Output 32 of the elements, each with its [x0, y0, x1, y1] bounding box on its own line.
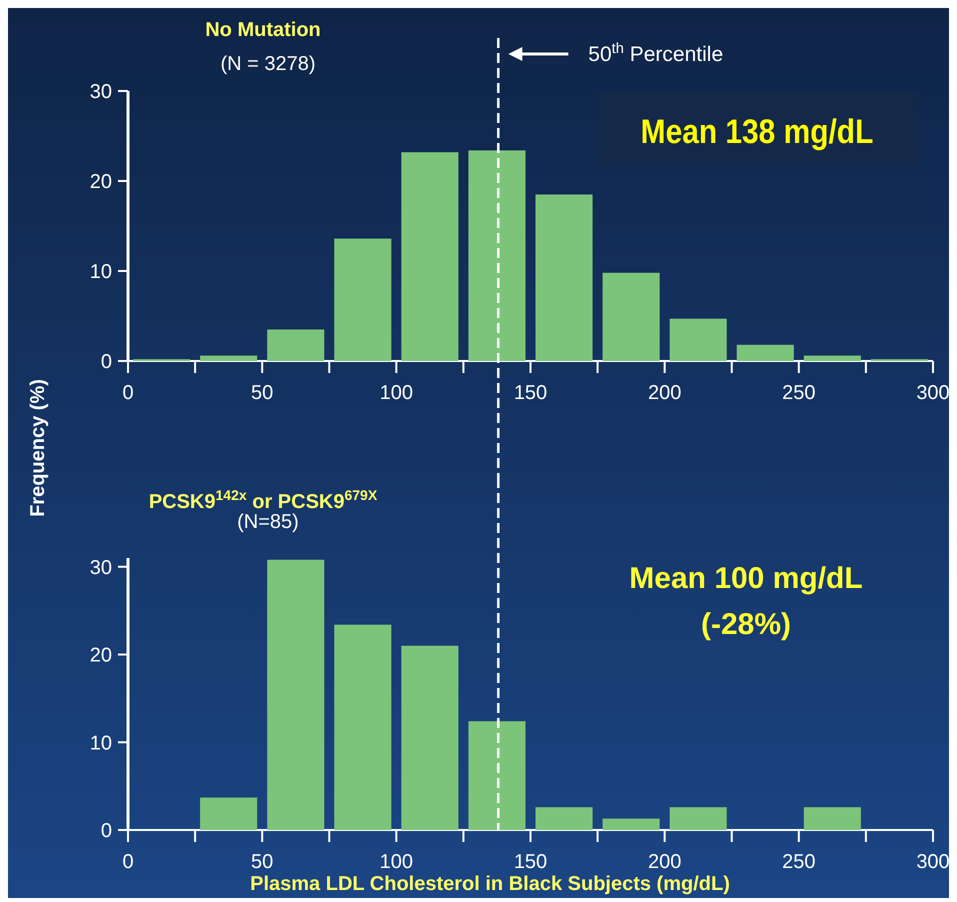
x-tick-label: 100: [380, 382, 414, 404]
x-tick-label: 250: [782, 382, 816, 404]
x-tick-label: 300: [916, 382, 950, 404]
chart-subtitle: (N = 3278): [220, 53, 316, 75]
y-tick-label: 30: [90, 81, 112, 103]
y-tick-label: 10: [90, 261, 112, 283]
x-tick-label: 300: [916, 851, 950, 873]
y-tick-label: 20: [90, 644, 112, 667]
y-tick-label: 30: [90, 556, 112, 579]
annotation: Mean 138 mg/dL: [640, 112, 874, 150]
x-tick-label: 150: [514, 851, 548, 873]
y-tick-label: 10: [90, 732, 112, 754]
y-tick-label: 0: [100, 820, 112, 842]
x-tick-label: 150: [514, 382, 548, 404]
y-tick-label: 0: [100, 351, 112, 373]
x-tick-label: 250: [782, 851, 816, 873]
chart-title: PCSK9$^{142x}$ or PCSK9$^{679X}$: [148, 487, 378, 513]
x-tick-label: 0: [122, 851, 134, 873]
ref-line-label: 50$^{th}$ Percentile: [588, 41, 724, 66]
x-tick-label: 200: [648, 851, 682, 873]
x-tick-label: 50: [251, 382, 274, 404]
chart-title: No Mutation: [205, 19, 321, 41]
x-tick-label: 200: [648, 382, 682, 404]
x-tick-label: 50: [251, 851, 274, 873]
chart-subtitle: (N=85): [237, 511, 299, 533]
annotation: (-28%): [700, 608, 792, 641]
y-axis-title: Frequency (%): [27, 379, 49, 517]
x-tick-label: 100: [380, 851, 414, 873]
x-tick-label: 0: [122, 382, 134, 404]
x-axis-title: Plasma LDL Cholesterol in Black Subjects (mg/dL): [250, 873, 730, 895]
y-tick-label: 20: [90, 171, 112, 193]
annotation: Mean 100 mg/dL: [629, 562, 863, 595]
